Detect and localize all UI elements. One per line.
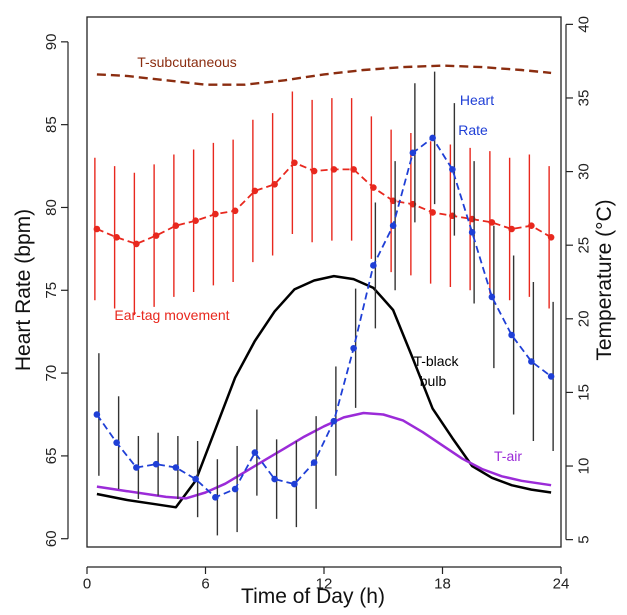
series-line <box>96 64 552 86</box>
y-tick-label: 80 <box>43 199 60 216</box>
data-point <box>528 358 535 365</box>
x-tick-label: 24 <box>553 575 570 592</box>
axis-layer: 0 6 12 18 24 60 65 70 75 80 85 90 5 10 15 20 25 30 35 40 <box>43 16 592 592</box>
series-t-black-bulb <box>96 274 552 509</box>
y-axis-title: Heart Rate (bpm) <box>12 209 35 371</box>
y2-axis-title: Temperature (°C) <box>593 199 616 360</box>
data-point <box>370 262 377 269</box>
y2-tick-label: 25 <box>575 237 592 254</box>
data-point <box>468 229 476 236</box>
data-point <box>310 167 318 175</box>
data-point <box>212 494 219 501</box>
data-point <box>231 207 239 215</box>
y-tick-label: 60 <box>43 530 60 547</box>
data-point <box>212 210 219 218</box>
annotation-t-subcutaneous: T-subcutaneous <box>137 54 237 70</box>
x-tick-label: 6 <box>201 575 209 592</box>
data-point <box>93 225 101 233</box>
data-point <box>271 180 278 188</box>
data-point <box>488 293 496 301</box>
y2-tick-label: 15 <box>575 384 592 401</box>
y-tick-label: 85 <box>43 116 60 133</box>
data-point <box>172 464 180 471</box>
data-point <box>508 331 515 339</box>
x-tick-label: 18 <box>434 575 451 592</box>
data-point <box>547 373 555 380</box>
y2-tick-label: 10 <box>575 458 592 475</box>
y2-tick-label: 35 <box>575 90 592 107</box>
data-point <box>133 464 140 471</box>
y2-tick-label: 30 <box>575 163 592 180</box>
data-point <box>449 166 456 173</box>
data-point <box>330 417 338 425</box>
plot-frame <box>86 16 562 548</box>
data-point <box>547 233 555 241</box>
data-point <box>231 485 239 493</box>
series-ear-tag-movement <box>93 91 555 316</box>
annotation-t-black: T-black <box>413 353 459 369</box>
data-point <box>389 222 397 229</box>
y2-tick-label: 5 <box>575 535 592 543</box>
x-tick-label: 0 <box>83 575 91 592</box>
series-t-air <box>96 411 552 500</box>
series-line <box>96 161 552 245</box>
y-tick-label: 75 <box>43 282 60 299</box>
series-line <box>96 137 552 499</box>
data-point <box>508 225 515 233</box>
data-point <box>271 475 278 483</box>
data-point <box>409 149 417 157</box>
data-point <box>152 460 160 468</box>
data-point <box>93 411 101 418</box>
data-point <box>310 459 318 466</box>
data-point <box>192 217 199 225</box>
x-tick-label: 12 <box>316 575 333 592</box>
annotation-ear-tag-movement: Ear-tag movement <box>114 307 229 323</box>
y-tick-label: 65 <box>43 448 60 465</box>
data-point <box>370 184 377 191</box>
data-point <box>488 219 496 226</box>
data-point <box>192 475 199 483</box>
series-line <box>96 274 552 509</box>
annotation-t-air: T-air <box>494 448 522 464</box>
data-point <box>251 449 259 456</box>
annotation-rate: Rate <box>458 122 488 138</box>
data-point <box>113 439 120 446</box>
data-point <box>152 232 160 239</box>
series-heart-rate <box>93 71 555 536</box>
data-point <box>291 480 298 488</box>
data-point <box>350 344 357 352</box>
data-point <box>251 187 259 195</box>
data-point <box>113 233 120 241</box>
data-point <box>528 222 535 229</box>
data-point <box>291 159 298 167</box>
y-tick-label: 90 <box>43 34 60 51</box>
y2-tick-label: 40 <box>575 16 592 33</box>
annotation-heart: Heart <box>460 92 494 108</box>
series-t-subcutaneous <box>96 64 552 86</box>
data-point <box>350 166 357 173</box>
annotation-bulb: bulb <box>420 373 447 389</box>
series-layer <box>93 64 555 536</box>
y-tick-label: 70 <box>43 365 60 382</box>
series-line <box>96 411 552 500</box>
data-point <box>133 240 140 248</box>
y2-tick-label: 20 <box>575 310 592 327</box>
data-point <box>172 222 180 229</box>
x-axis-title: Time of Day (h) <box>241 585 385 608</box>
data-point <box>429 209 436 216</box>
data-point <box>330 166 338 173</box>
data-point <box>429 134 436 142</box>
